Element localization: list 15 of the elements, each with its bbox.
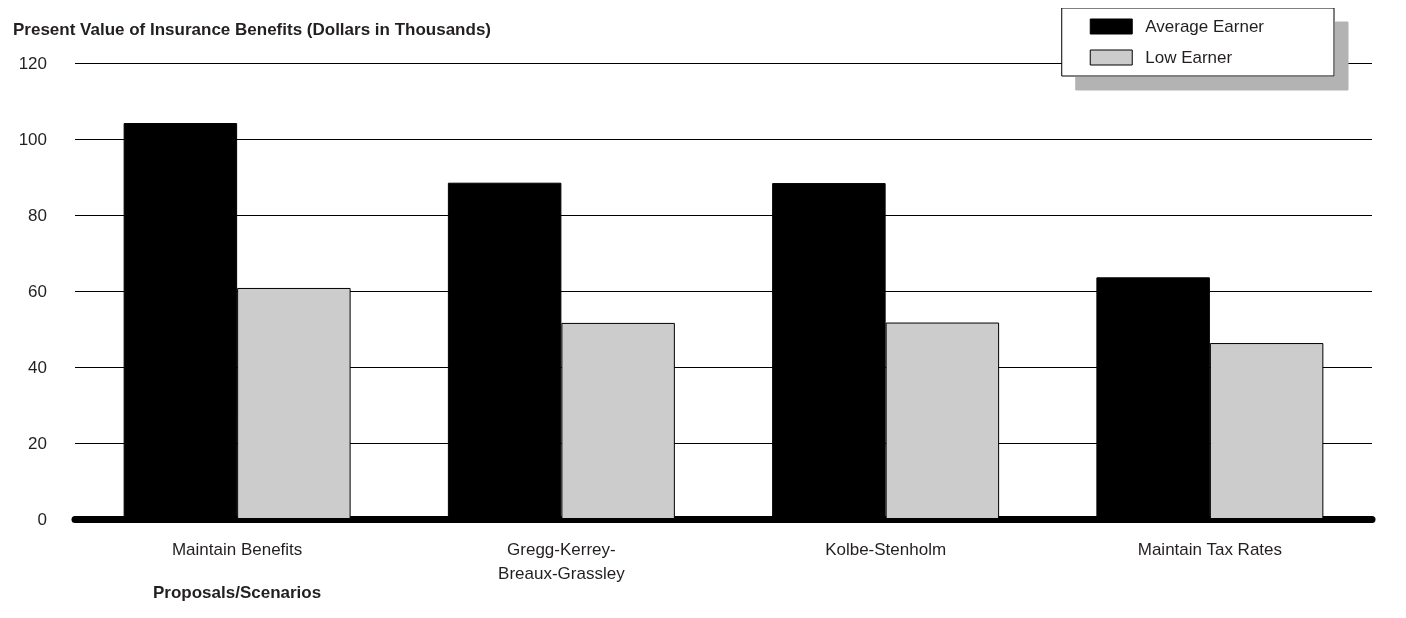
y-tick-label: 120 xyxy=(18,53,47,73)
x-tick-label: Maintain Tax Rates xyxy=(1137,539,1283,559)
y-tick-label: 80 xyxy=(28,205,47,225)
y-tick-label: 20 xyxy=(28,433,47,453)
x-tick-label: Maintain Benefits xyxy=(171,539,303,559)
y-tick-label: 0 xyxy=(37,509,47,529)
y-tick-label: 40 xyxy=(28,357,47,377)
legend-label: Average Earner xyxy=(1145,17,1265,36)
x-axis-title: Proposals/Scenarios xyxy=(153,583,322,602)
y-tick-label: 100 xyxy=(18,129,47,149)
chart-title: Present Value of Insurance Benefits (Dollars in Thousands) xyxy=(13,20,492,39)
x-tick-label: Kolbe-Stenholm xyxy=(825,539,947,559)
legend-label: Low Earner xyxy=(1145,48,1233,67)
y-tick-label: 60 xyxy=(28,281,47,301)
x-tick-label: Gregg-Kerrey-Breaux-Grassley xyxy=(498,539,626,583)
